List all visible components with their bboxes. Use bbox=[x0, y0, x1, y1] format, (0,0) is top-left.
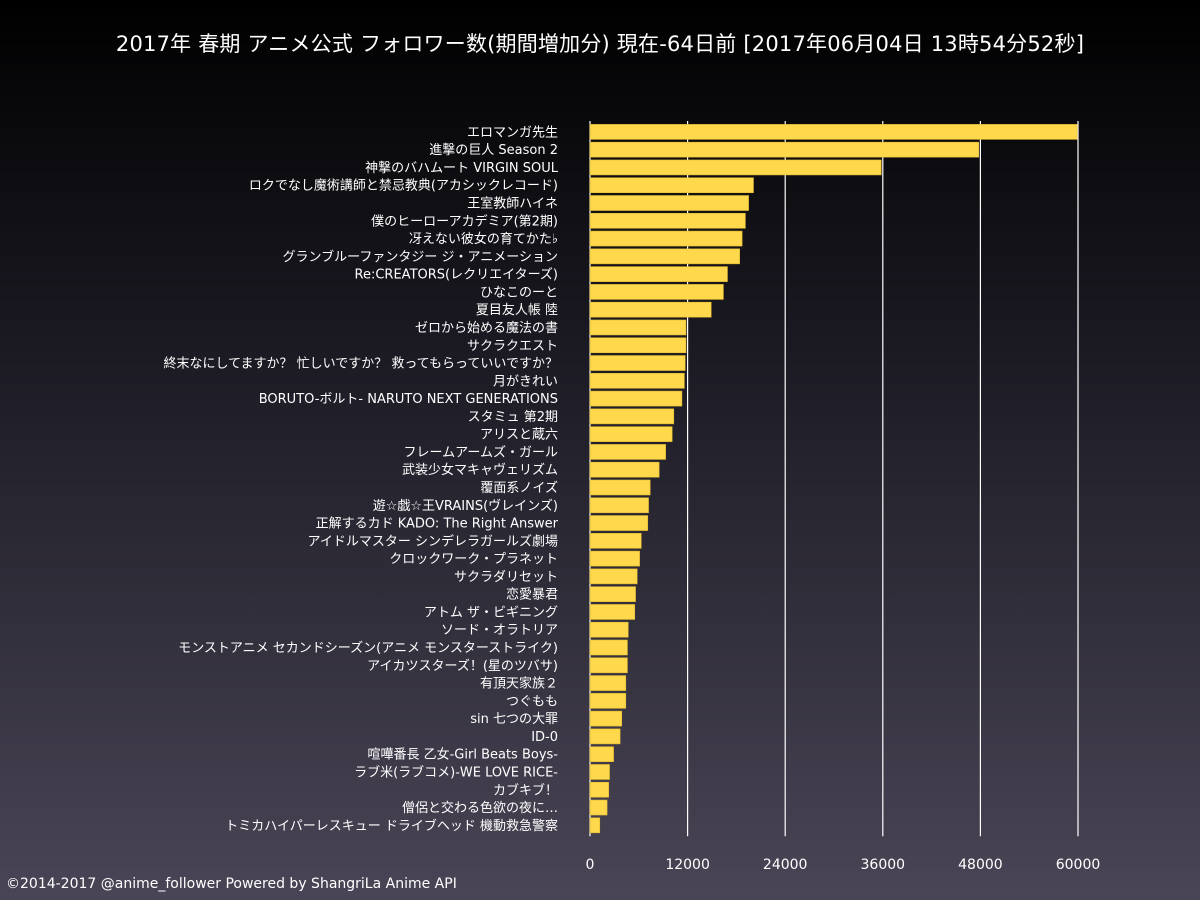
footer-credit: ©2014-2017 @anime_follower Powered by Sh… bbox=[6, 876, 457, 892]
category-label: モンストアニメ セカンドシーズン(アニメ モンスターストライク) bbox=[178, 640, 558, 656]
bar bbox=[590, 711, 622, 726]
bar bbox=[590, 498, 649, 513]
category-label: Re:CREATORS(レクリエイターズ) bbox=[355, 267, 558, 283]
category-label: 武装少女マキャヴェリズム bbox=[402, 462, 558, 478]
category-label: ラブ米(ラブコメ)-WE LOVE RICE- bbox=[354, 764, 558, 780]
bar bbox=[590, 569, 637, 584]
bar bbox=[590, 160, 881, 175]
bar bbox=[590, 533, 641, 548]
bar bbox=[590, 391, 682, 406]
x-tick-label: 24000 bbox=[763, 857, 808, 873]
category-label: フレームアームズ・ガール bbox=[404, 444, 558, 460]
category-label: サクラダリセット bbox=[454, 570, 558, 585]
bar bbox=[590, 604, 635, 619]
category-label: カブキブ！ bbox=[493, 782, 558, 798]
bar bbox=[590, 818, 600, 833]
category-label: 終末なにしてますか？ 忙しいですか？ 救ってもらっていいですか？ bbox=[164, 356, 559, 372]
bar bbox=[590, 676, 626, 691]
bar bbox=[590, 747, 614, 762]
category-label: トミカハイパーレスキュー ドライブヘッド 機動救急警察 bbox=[225, 818, 558, 834]
bar bbox=[590, 124, 1077, 139]
bar bbox=[590, 516, 648, 531]
bar bbox=[590, 267, 727, 282]
category-label: クロックワーク・プラネット bbox=[389, 552, 558, 567]
x-tick-label: 12000 bbox=[665, 857, 710, 873]
bar bbox=[590, 782, 609, 797]
category-label: 有頂天家族２ bbox=[480, 676, 558, 692]
x-tick-label: 0 bbox=[586, 857, 595, 873]
category-label: つぐもも bbox=[506, 694, 558, 709]
category-label: 月がきれい bbox=[493, 374, 558, 389]
bar bbox=[590, 693, 626, 708]
bar bbox=[590, 249, 740, 264]
bar bbox=[590, 587, 636, 602]
category-label: ソード・オラトリア bbox=[441, 623, 558, 638]
bar bbox=[590, 427, 672, 442]
category-label: 僧侶と交わる色欲の夜に… bbox=[402, 800, 558, 816]
category-label: サクラクエスト bbox=[467, 339, 558, 354]
bar bbox=[590, 231, 742, 246]
bar bbox=[590, 444, 666, 459]
bar bbox=[590, 729, 620, 744]
x-tick-label: 48000 bbox=[958, 857, 1003, 873]
bar bbox=[590, 658, 627, 673]
bar bbox=[590, 284, 723, 299]
category-label: 冴えない彼女の育てかた♭ bbox=[409, 231, 558, 247]
category-label: 正解するカド KADO: The Right Answer bbox=[316, 517, 559, 532]
x-axis-ticks: 0 12000 24000 36000 48000 60000 bbox=[586, 857, 1101, 873]
bar bbox=[590, 320, 686, 335]
category-label: 恋愛暴君 bbox=[506, 587, 558, 603]
bar bbox=[590, 622, 628, 637]
bar bbox=[590, 178, 753, 193]
bar bbox=[590, 338, 686, 353]
bar bbox=[590, 551, 640, 566]
category-label: グランブルーファンタジー ジ・アニメーション bbox=[283, 249, 558, 265]
bar bbox=[590, 302, 711, 317]
bar bbox=[590, 800, 607, 815]
category-label: アイドルマスター シンデレラガールズ劇場 bbox=[308, 533, 558, 549]
bar bbox=[590, 462, 659, 477]
bar-chart: エロマンガ先生進撃の巨人 Season 2 神撃のバハムート VIRGIN SOU… bbox=[0, 0, 1200, 900]
category-label: アリスと蔵六 bbox=[480, 428, 558, 443]
bar bbox=[590, 213, 745, 228]
category-label: ゼロから始める魔法の書 bbox=[415, 321, 558, 336]
bar bbox=[590, 373, 684, 388]
category-label: アイカツスターズ！(星のツバサ) bbox=[367, 658, 558, 674]
bar bbox=[590, 409, 674, 424]
category-label: 遊☆戯☆王VRAINS(ヴレインズ) bbox=[373, 498, 558, 514]
category-label: ロクでなし魔術講師と禁忌教典(アカシックレコード) bbox=[249, 178, 558, 194]
bar bbox=[590, 356, 685, 371]
category-label: BORUTO-ボルト- NARUTO NEXT GENERATIONS bbox=[259, 392, 558, 407]
category-label: 夏目友人帳 陸 bbox=[476, 302, 558, 318]
category-label: sin 七つの大罪 bbox=[470, 712, 558, 727]
bar bbox=[590, 764, 610, 779]
category-label: 神撃のバハムート VIRGIN SOUL bbox=[365, 160, 559, 176]
category-label: 進撃の巨人 Season 2 bbox=[429, 142, 558, 158]
category-label: 僕のヒーローアカデミア(第2期) bbox=[371, 213, 558, 229]
category-label: アトム ザ・ビギニング bbox=[424, 605, 558, 620]
x-tick-label: 60000 bbox=[1056, 857, 1101, 873]
bar bbox=[590, 480, 650, 495]
category-label: ひなこのーと bbox=[480, 285, 558, 300]
bar bbox=[590, 640, 627, 655]
category-label: 王室教師ハイネ bbox=[467, 196, 558, 212]
x-tick-label: 36000 bbox=[861, 857, 906, 873]
category-label: 覆面系ノイズ bbox=[480, 480, 558, 496]
bar bbox=[590, 196, 749, 211]
category-label: スタミュ 第2期 bbox=[468, 410, 558, 425]
category-label: 喧嘩番長 乙女-Girl Beats Boys- bbox=[367, 747, 558, 763]
bar bbox=[590, 142, 979, 157]
category-label: ID-0 bbox=[531, 730, 558, 745]
bars bbox=[590, 124, 1077, 832]
category-label: エロマンガ先生 bbox=[467, 125, 558, 140]
